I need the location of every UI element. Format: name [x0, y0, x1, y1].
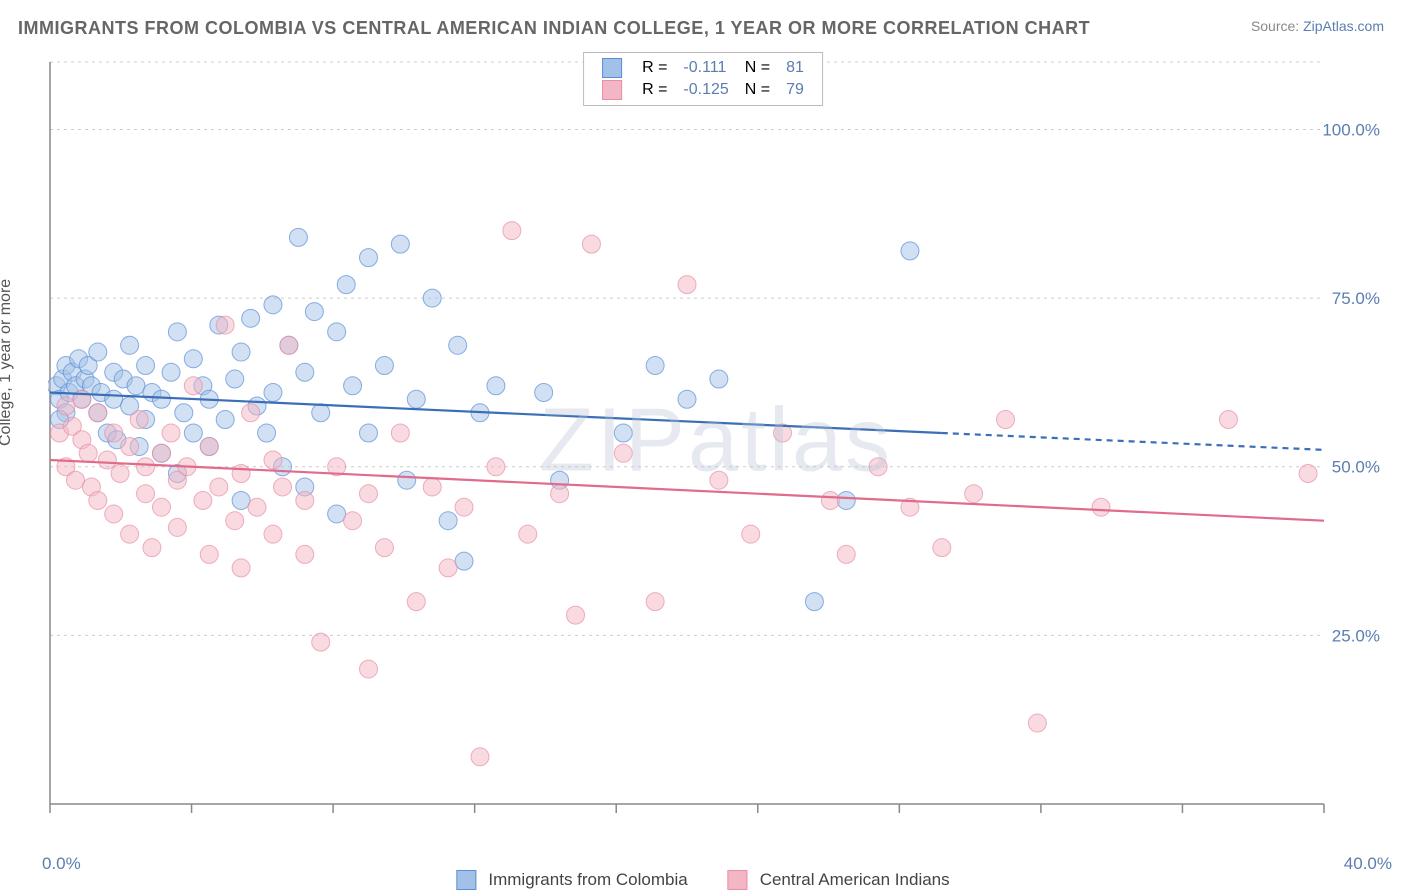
swatch-icon	[602, 80, 622, 100]
source-link[interactable]: ZipAtlas.com	[1303, 18, 1384, 34]
legend-row: R = -0.125 N = 79	[594, 79, 812, 101]
legend-label: Central American Indians	[760, 870, 950, 890]
swatch-icon	[728, 870, 748, 890]
swatch-icon	[602, 58, 622, 78]
plot-area: 25.0%50.0%75.0%100.0% ZIPatlas	[48, 48, 1384, 844]
x-tick-label: 40.0%	[1344, 854, 1392, 874]
r-label: R =	[634, 79, 675, 101]
legend-item: Central American Indians	[728, 870, 950, 890]
scatter-chart-svg: 25.0% 50.0% 75.0% 100.0%	[48, 48, 1384, 844]
r-value: -0.125	[675, 79, 736, 101]
n-label: N =	[737, 57, 778, 79]
legend-row: R = -0.111 N = 81	[594, 57, 812, 79]
correlation-legend-box: R = -0.111 N = 81 R = -0.125 N = 79	[583, 52, 823, 106]
x-tick-label: 0.0%	[42, 854, 81, 874]
source-attribution: Source: ZipAtlas.com	[1251, 18, 1384, 34]
svg-text:75.0%: 75.0%	[1332, 289, 1380, 308]
n-value: 79	[778, 79, 812, 101]
r-value: -0.111	[675, 57, 736, 79]
swatch-icon	[456, 870, 476, 890]
y-axis-label: College, 1 year or more	[0, 279, 15, 446]
svg-text:50.0%: 50.0%	[1332, 458, 1380, 477]
n-value: 81	[778, 57, 812, 79]
source-label: Source:	[1251, 18, 1299, 34]
svg-text:100.0%: 100.0%	[1322, 120, 1380, 139]
chart-title: IMMIGRANTS FROM COLOMBIA VS CENTRAL AMER…	[18, 18, 1090, 39]
r-label: R =	[634, 57, 675, 79]
legend-label: Immigrants from Colombia	[488, 870, 687, 890]
series-legend: Immigrants from Colombia Central America…	[456, 870, 949, 890]
n-label: N =	[737, 79, 778, 101]
legend-item: Immigrants from Colombia	[456, 870, 687, 890]
svg-text:25.0%: 25.0%	[1332, 626, 1380, 645]
